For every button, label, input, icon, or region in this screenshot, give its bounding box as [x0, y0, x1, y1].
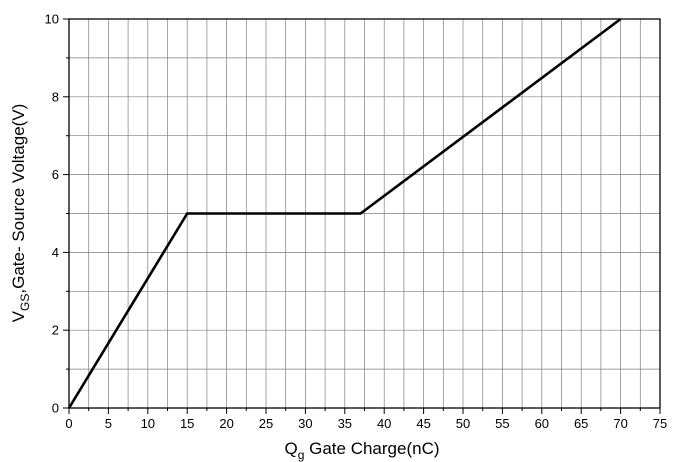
y-axis-label: VGS,Gate- Source Voltage(V)	[9, 104, 32, 323]
x-tick-label: 40	[377, 416, 391, 431]
y-tick-labels: 0 2 4 6 8 10	[45, 12, 59, 416]
y-tick-label: 2	[52, 323, 59, 338]
x-tick-label: 55	[495, 416, 509, 431]
x-tick-label: 30	[298, 416, 312, 431]
x-tick-label: 25	[259, 416, 273, 431]
x-axis-label-main: Q	[284, 439, 297, 458]
x-tick-label: 20	[219, 416, 233, 431]
y-axis-label-sub: GS	[18, 294, 32, 311]
plot-frame	[68, 18, 661, 409]
series-group	[67, 17, 622, 409]
x-tick-label: 70	[613, 416, 627, 431]
x-axis-label-sub: g	[298, 448, 305, 462]
y-tick-label: 10	[45, 12, 59, 27]
x-tick-label: 15	[180, 416, 194, 431]
series-line	[67, 17, 622, 409]
x-tick-label: 0	[65, 416, 72, 431]
x-tick-label: 75	[653, 416, 667, 431]
grid-lines	[69, 19, 660, 408]
x-tick-label: 5	[105, 416, 112, 431]
x-tick-labels: 0 5 10 15 20 25 30 35 40 45 50 55 60 65 70 75	[65, 416, 667, 431]
x-tick-label: 35	[338, 416, 352, 431]
y-axis-label-main: V	[9, 310, 28, 322]
x-tick-label: 10	[141, 416, 155, 431]
y-tick-label: 6	[52, 167, 59, 182]
y-tick-label: 4	[52, 245, 59, 260]
axis-ticks	[63, 18, 661, 414]
x-tick-label: 50	[456, 416, 470, 431]
y-axis-label-rest: ,Gate- Source Voltage(V)	[9, 104, 28, 294]
y-tick-label: 8	[52, 89, 59, 104]
y-tick-label: 0	[52, 401, 59, 416]
x-tick-label: 45	[416, 416, 430, 431]
x-axis-label-rest: Gate Charge(nC)	[304, 439, 439, 458]
x-tick-label: 65	[574, 416, 588, 431]
x-tick-label: 60	[535, 416, 549, 431]
x-axis-label: Qg Gate Charge(nC)	[284, 439, 439, 462]
